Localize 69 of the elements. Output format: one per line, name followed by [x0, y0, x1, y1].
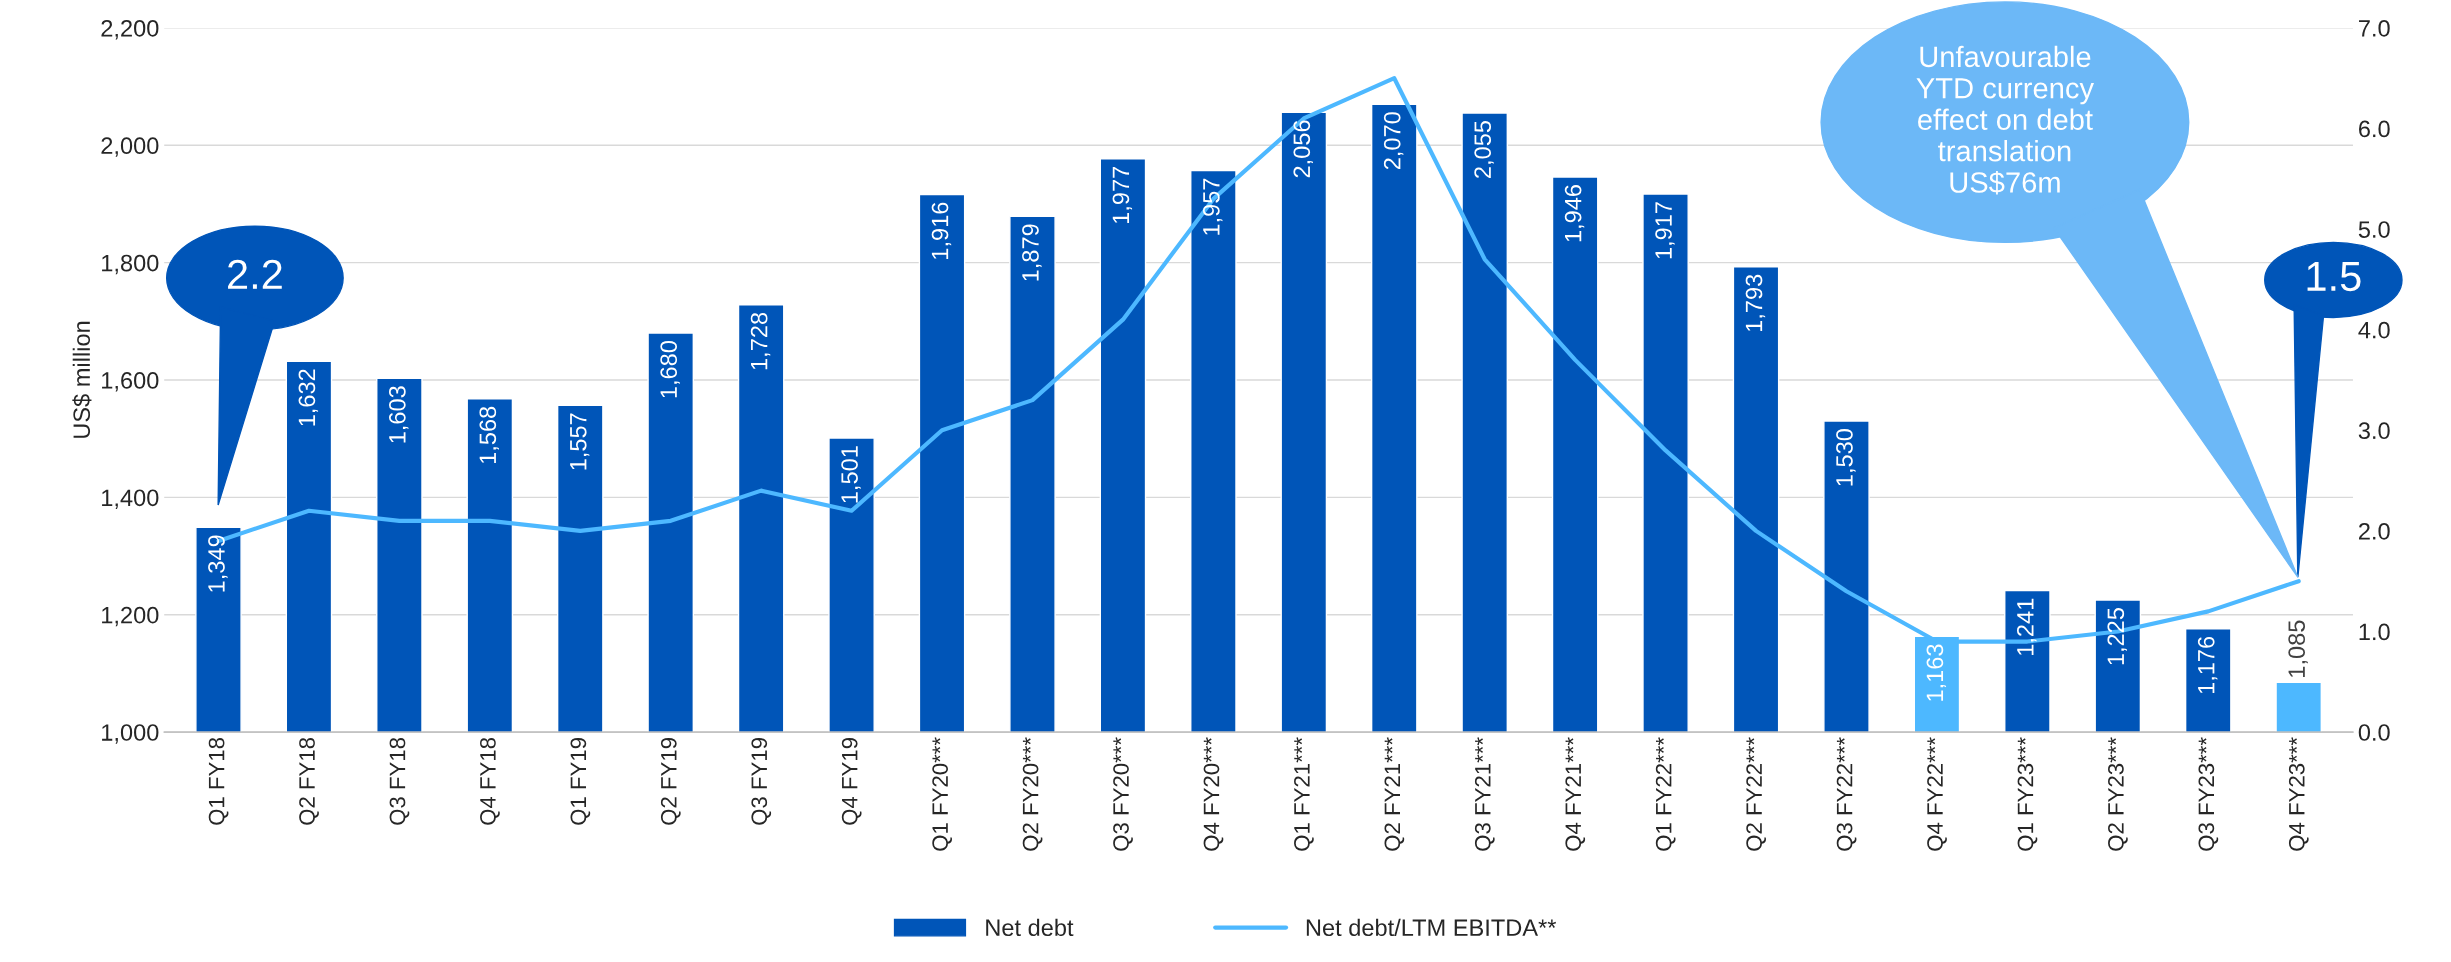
data-label: 1,557: [570, 413, 590, 470]
data-label: 1,946: [1564, 185, 1585, 242]
x-tick-label: Q2 FY22***: [1746, 737, 1766, 851]
x-tick-label: Q2 FY21***: [1384, 737, 1405, 851]
x-tick-label: Q3 FY21***: [1474, 737, 1495, 851]
y2-tick-label: 7.0: [2359, 19, 2390, 37]
data-label: 1,501: [841, 446, 861, 503]
x-tick-label: Q2 FY23***: [2108, 737, 2128, 851]
legend-label: Net debt/LTM EBITDA**: [1306, 918, 1557, 937]
y2-tick-label: 6.0: [2359, 120, 2390, 138]
x-tick-label: Q3 FY18: [389, 737, 410, 825]
x-tick-label: Q3 FY19: [751, 737, 772, 825]
x-tick-label: Q4 FY21***: [1565, 737, 1586, 851]
y-tick-label: 1,200: [102, 606, 159, 627]
x-tick-label: Q3 FY20***: [1113, 737, 1133, 851]
data-label: 1,225: [2107, 608, 2127, 665]
data-label: 1,977: [1112, 166, 1133, 224]
data-label: 1,957: [1202, 178, 1223, 235]
data-label: 1,568: [479, 406, 499, 464]
x-tick-label: Q1 FY23***: [2017, 737, 2038, 851]
data-label: 1,632: [298, 369, 319, 426]
x-tick-label: Q4 FY18: [480, 737, 500, 825]
annotation: Unfavourable YTD currency effect on debt translation US$76m: [1916, 45, 2094, 195]
x-tick-label: Q2 FY20***: [1022, 737, 1043, 851]
x-tick-label: Q2 FY18: [299, 737, 319, 825]
x-tick-label: Q4 FY22***: [1927, 737, 1947, 851]
y-tick-label: 1,400: [102, 489, 159, 509]
legend-label: Net debt: [986, 918, 1074, 937]
data-label: 1,879: [1022, 224, 1042, 281]
y-tick-label: 2,000: [101, 137, 159, 157]
y-tick-label: 1,600: [102, 372, 159, 392]
data-label: 1,603: [388, 386, 409, 443]
data-label: 2,056: [1293, 120, 1313, 178]
y-tick-label: 2,200: [101, 19, 159, 40]
x-tick-label: Q3 FY22***: [1836, 737, 1857, 851]
y2-tick-label: 1.0: [2359, 623, 2390, 641]
y-axis-title: US$ million: [72, 321, 92, 438]
x-tick-label: Q4 FY19: [841, 737, 862, 825]
x-tick-label: Q1 FY20***: [932, 737, 952, 851]
y2-tick-label: 2.0: [2359, 522, 2390, 540]
y-tick-label: 1,800: [102, 254, 159, 275]
data-label: 1,680: [660, 341, 680, 398]
y2-tick-label: 4.0: [2358, 321, 2390, 339]
x-tick-label: Q1 FY19: [570, 737, 591, 825]
data-label: 1,176: [2197, 636, 2218, 694]
x-tick-label: Q4 FY23***: [2288, 737, 2309, 851]
data-label: 1,793: [1745, 274, 1766, 332]
data-label: 1,163: [1926, 644, 1947, 701]
y2-tick-label: 0.0: [2358, 724, 2390, 741]
y2-tick-label: 3.0: [2358, 422, 2390, 440]
data-label: 2,055: [1474, 121, 1494, 178]
y2-tick-label: 5.0: [2358, 221, 2390, 238]
data-label: 1,916: [931, 202, 952, 259]
x-tick-label: Q1 FY21***: [1294, 737, 1314, 851]
data-label: 1,349: [208, 535, 228, 592]
data-label: 1,530: [1836, 429, 1856, 486]
x-tick-label: Q4 FY20***: [1203, 737, 1224, 851]
data-label: 2,070: [1383, 112, 1404, 170]
x-tick-label: Q2 FY19: [660, 737, 681, 825]
data-label: 1,085: [2288, 620, 2308, 677]
y-tick-label: 1,000: [102, 724, 159, 744]
x-tick-label: Q1 FY22***: [1655, 737, 1676, 851]
annotation: 2.2: [228, 259, 282, 289]
annotation: 1.5: [2307, 262, 2361, 292]
data-label: 1,917: [1655, 202, 1675, 259]
x-tick-label: Q1 FY18: [208, 737, 229, 825]
data-label: 1,241: [2016, 598, 2037, 655]
data-label: 1,728: [750, 312, 771, 370]
x-tick-label: Q3 FY23***: [2198, 737, 2219, 851]
